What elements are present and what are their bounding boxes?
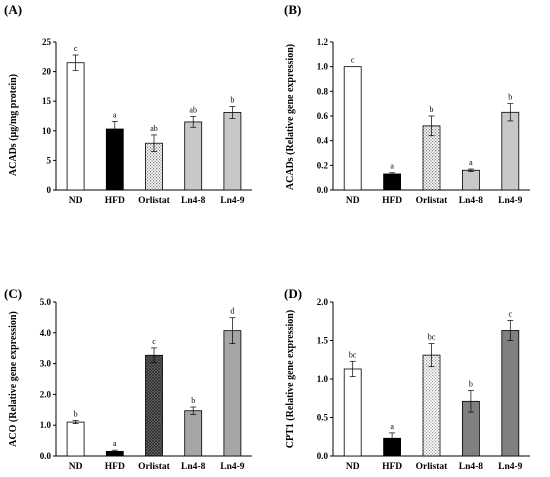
y-tick-label: 0.5	[317, 413, 329, 423]
significance-letter: c	[74, 44, 78, 53]
y-tick-label: 0.0	[317, 451, 329, 461]
panel-label: (B)	[284, 2, 301, 17]
significance-letter: a	[469, 158, 473, 167]
bar	[343, 368, 362, 457]
bar	[343, 66, 362, 191]
bar	[223, 112, 242, 191]
x-tick-label: Ln4-8	[459, 462, 484, 472]
plot-area: 0.0 0.5 1.0 1.5 2.0 bc ND a HFD bc Orlistat b Ln4-8 c…	[317, 297, 530, 472]
x-tick-label: HFD	[382, 462, 402, 472]
bar	[66, 421, 85, 457]
significance-letter: c	[152, 337, 156, 346]
y-axis-label: ACADs (μg/mg protein)	[8, 74, 19, 176]
y-axis-label: ACO (Relative gene expression)	[8, 311, 19, 447]
panel-c: (C) ACO (Relative gene expression) 0.0 1.…	[4, 286, 252, 472]
significance-letter: bc	[349, 350, 357, 359]
y-tick-label: 1.5	[317, 336, 329, 346]
x-tick-label: ND	[346, 462, 360, 472]
bar	[66, 62, 85, 191]
plot-area: 0.0 1.0 2.0 3.0 4.0 5.0 b ND a HFD c Orlistat b Ln4-8…	[40, 297, 252, 472]
x-tick-label: Orlistat	[138, 196, 170, 206]
y-tick-label: 0.8	[317, 86, 329, 96]
y-tick-label: 0.0	[317, 185, 329, 195]
bar	[145, 354, 163, 457]
bar	[383, 173, 402, 191]
y-tick-label: 1.0	[317, 62, 329, 72]
y-tick-label: 0.4	[317, 136, 329, 146]
panel-label: (A)	[4, 2, 22, 17]
significance-letter: a	[390, 162, 394, 171]
x-tick-label: HFD	[105, 196, 125, 206]
bar	[501, 111, 520, 191]
y-tick-label: 20	[42, 67, 52, 77]
bar	[184, 410, 203, 457]
panel-label: (C)	[4, 286, 22, 301]
y-tick-label: 2.0	[40, 389, 52, 399]
significance-letter: b	[508, 93, 512, 102]
x-tick-label: HFD	[105, 462, 125, 472]
plot-area: 0 5 10 15 20 25 c ND a HFD ab Orlistat ab Ln4-8 b Ln4-9	[42, 37, 252, 206]
y-tick-label: 1.0	[317, 374, 329, 384]
bar	[184, 121, 203, 191]
x-tick-label: ND	[69, 462, 83, 472]
y-tick-label: 1.0	[40, 420, 52, 430]
y-tick-label: 5	[47, 155, 52, 165]
y-tick-label: 1.2	[317, 37, 329, 47]
panel-a: (A) ACADs (μg/mg protein) 0 5 10 15 20 25 c ND a…	[4, 2, 252, 206]
y-tick-label: 25	[42, 37, 52, 47]
significance-letter: c	[509, 309, 513, 318]
significance-letter: a	[113, 110, 117, 119]
significance-letter: b	[430, 105, 434, 114]
y-tick-label: 4.0	[40, 328, 52, 338]
x-tick-label: Orlistat	[416, 462, 448, 472]
significance-letter: c	[351, 56, 355, 65]
y-tick-label: 3.0	[40, 359, 52, 369]
y-tick-label: 0.0	[40, 451, 52, 461]
x-tick-label: ND	[69, 196, 83, 206]
significance-letter: ab	[189, 106, 197, 115]
y-tick-label: 2.0	[317, 297, 329, 307]
bar	[461, 169, 480, 191]
significance-letter: a	[390, 422, 394, 431]
y-axis-label: CPT1 (Relative gene expression)	[285, 310, 296, 448]
x-tick-label: Ln4-9	[220, 196, 245, 206]
significance-letter: ab	[150, 124, 158, 133]
x-tick-label: Orlistat	[138, 462, 170, 472]
x-tick-label: Ln4-9	[220, 462, 245, 472]
x-tick-label: Ln4-9	[498, 196, 523, 206]
x-tick-label: Ln4-8	[181, 196, 206, 206]
significance-letter: a	[113, 439, 117, 448]
bar	[422, 354, 441, 457]
significance-letter: b	[74, 410, 78, 419]
bar	[105, 128, 124, 191]
y-tick-label: 0.2	[317, 160, 329, 170]
panel-b: (B) ACADs (Relative gene expression) 0.0…	[284, 2, 530, 206]
significance-letter: b	[191, 396, 195, 405]
significance-letter: bc	[428, 333, 436, 342]
bar	[501, 330, 520, 457]
significance-letter: b	[230, 96, 234, 105]
bar	[223, 330, 242, 457]
y-tick-label: 10	[42, 126, 52, 136]
x-tick-label: Ln4-8	[459, 196, 484, 206]
significance-letter: d	[230, 307, 234, 316]
y-tick-label: 5.0	[40, 297, 52, 307]
y-tick-label: 0	[47, 185, 52, 195]
panel-label: (D)	[284, 286, 302, 301]
panel-d: (D) CPT1 (Relative gene expression) 0.00…	[284, 286, 530, 472]
x-tick-label: Ln4-8	[181, 462, 206, 472]
x-tick-label: ND	[346, 196, 360, 206]
x-tick-label: Orlistat	[416, 196, 448, 206]
significance-letter: b	[469, 380, 473, 389]
x-tick-label: HFD	[382, 196, 402, 206]
x-tick-label: Ln4-9	[498, 462, 523, 472]
y-tick-label: 0.6	[317, 111, 329, 121]
y-tick-label: 15	[42, 96, 52, 106]
plot-area: 0.0 0.2 0.4 0.6 0.8 1.0 1.2 c ND a HFD b Orlistat a Ln…	[317, 37, 530, 206]
y-axis-label: ACADs (Relative gene expression)	[285, 44, 296, 190]
